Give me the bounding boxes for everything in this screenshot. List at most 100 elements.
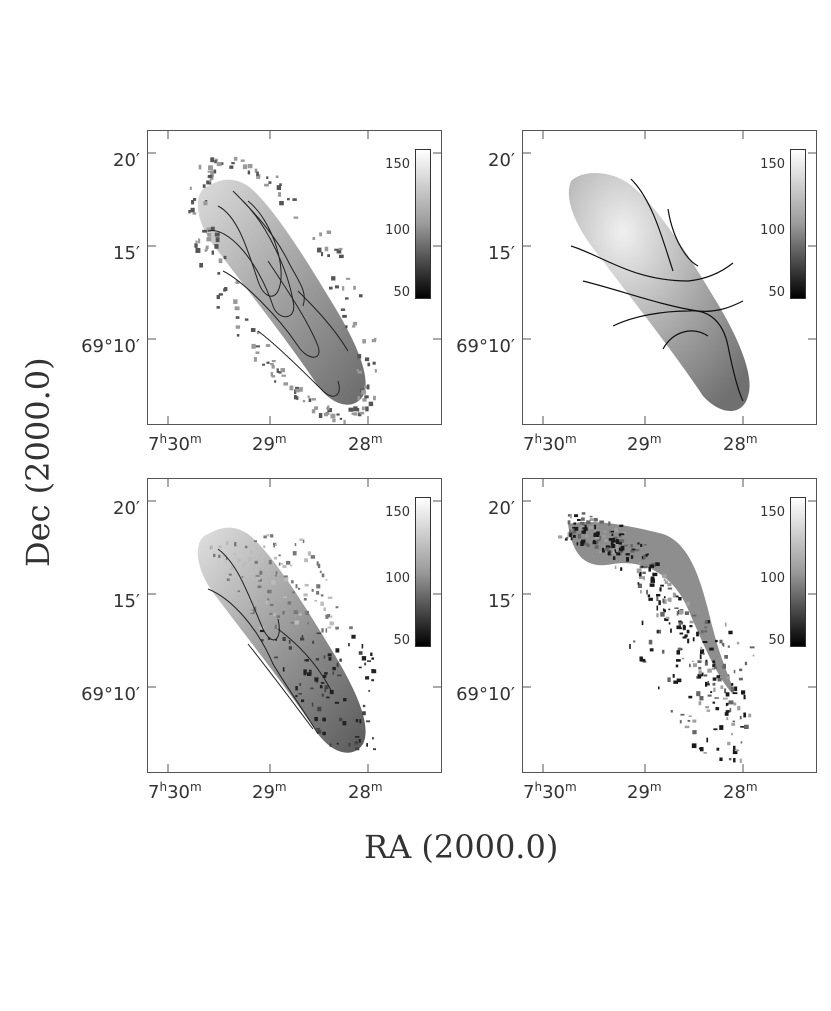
speckle [672, 673, 675, 678]
speckle [267, 637, 271, 641]
speckle [367, 362, 371, 367]
speckle [225, 560, 228, 563]
colorbar [790, 497, 806, 647]
speckle [303, 659, 307, 662]
speckle [637, 542, 640, 545]
speckle [292, 591, 296, 594]
speckle [233, 156, 238, 161]
speckle [334, 248, 339, 251]
speckle [726, 676, 730, 680]
speckle [611, 540, 616, 543]
speckle [688, 695, 693, 699]
speckle [692, 719, 697, 723]
speckle [620, 545, 625, 551]
speckle [676, 611, 679, 616]
speckle [603, 530, 607, 533]
speckle [251, 343, 256, 349]
speckle [283, 575, 288, 579]
speckle [326, 696, 330, 699]
speckle [293, 216, 299, 219]
speckle [638, 576, 644, 580]
speckle [641, 565, 644, 568]
speckle [675, 664, 679, 668]
speckle [596, 540, 599, 545]
speckle [684, 611, 689, 616]
speckle [266, 569, 269, 572]
speckle [249, 610, 253, 613]
speckle [572, 529, 577, 534]
speckle [639, 565, 643, 569]
speckle [303, 673, 307, 676]
speckle [325, 628, 328, 633]
speckle [237, 590, 241, 593]
speckle [667, 677, 671, 683]
speckle [364, 357, 370, 362]
speckle [667, 587, 673, 590]
speckle [304, 583, 309, 587]
speckle [599, 520, 604, 524]
speckle [358, 738, 361, 743]
speckle [738, 677, 743, 681]
speckle [266, 176, 269, 179]
speckle [703, 751, 707, 754]
speckle [279, 183, 282, 186]
speckle [687, 719, 691, 722]
speckle [254, 168, 258, 173]
speckle [320, 594, 324, 597]
speckle [226, 578, 230, 581]
speckle [732, 692, 738, 695]
speckle [208, 179, 212, 183]
speckle [270, 534, 274, 538]
xtick-top-right-29: 29m [627, 432, 662, 455]
speckle [314, 599, 318, 602]
speckle [263, 535, 267, 539]
speckle [194, 243, 198, 248]
speckle [244, 545, 248, 549]
speckle [291, 580, 294, 584]
speckle [585, 534, 588, 538]
speckle [294, 389, 297, 395]
speckle [266, 534, 270, 537]
speckle [339, 417, 343, 420]
speckle [581, 517, 585, 521]
speckle [210, 545, 213, 549]
speckle [684, 634, 688, 638]
speckle [577, 535, 581, 539]
speckle [571, 526, 576, 529]
speckle [282, 667, 285, 672]
speckle [317, 563, 321, 569]
speckle [371, 657, 375, 660]
speckle [282, 636, 286, 642]
speckle [726, 717, 729, 721]
speckle [322, 731, 326, 736]
speckle [307, 621, 309, 625]
speckle [357, 354, 362, 359]
contours [207, 190, 349, 397]
speckle [564, 538, 568, 541]
speckle [327, 626, 332, 629]
speckle [263, 545, 266, 548]
speckle [660, 611, 665, 617]
speckle [247, 170, 251, 175]
speckle [356, 408, 360, 412]
ytick-bottom-right-20: 20′ [488, 498, 515, 519]
speckle [210, 157, 215, 163]
speckle [610, 552, 614, 554]
xtick-bottom-right-30: 7h30m [523, 780, 577, 803]
speckle [321, 693, 324, 697]
speckle [698, 701, 702, 706]
speckle [356, 369, 359, 372]
speckle [570, 526, 573, 530]
speckle [725, 703, 728, 707]
speckle [273, 556, 278, 560]
ytick-top-left-10: 69°10′ [81, 336, 140, 357]
speckle [353, 285, 356, 290]
speckle [732, 749, 738, 755]
speckle [310, 687, 314, 690]
speckle [235, 325, 241, 329]
ytick-top-right-10: 69°10′ [456, 336, 515, 357]
speckle [269, 362, 274, 366]
speckle [361, 406, 365, 411]
speckle [334, 285, 339, 289]
speckle [633, 640, 636, 643]
